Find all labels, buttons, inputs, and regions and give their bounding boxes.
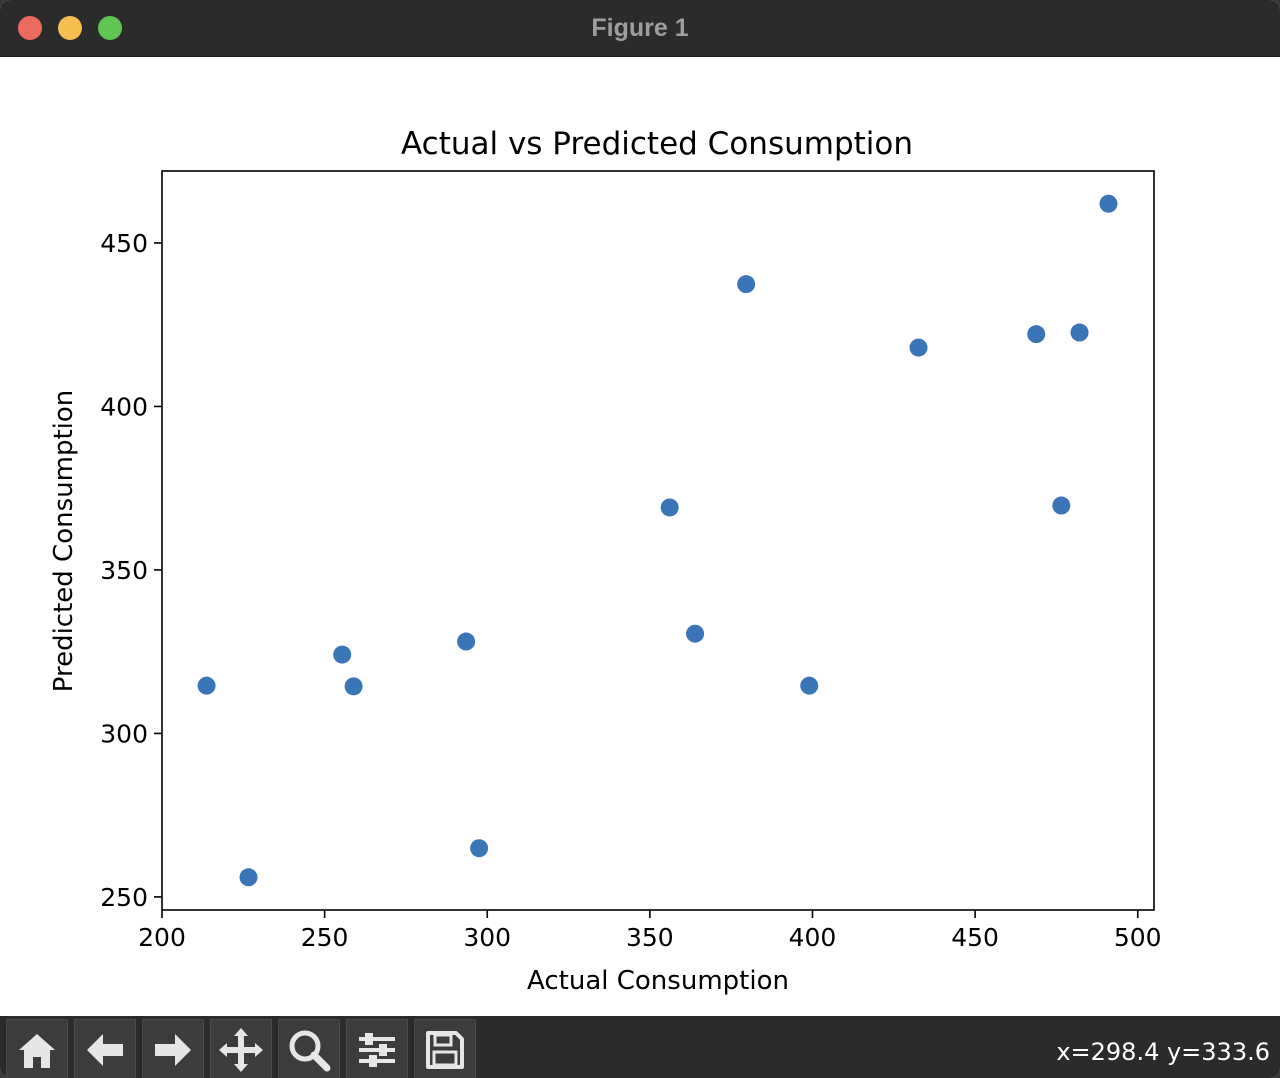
home-icon	[19, 1034, 55, 1068]
x-tick-label: 300	[463, 923, 511, 952]
minimize-window-button[interactable]	[58, 16, 82, 40]
y-tick-label: 450	[100, 229, 148, 258]
forward-button[interactable]	[142, 1019, 204, 1078]
x-tick-label: 400	[789, 923, 837, 952]
window-title: Figure 1	[591, 14, 689, 42]
scatter-point	[239, 868, 258, 887]
navigation-toolbar: x=298.4 y=333.6	[0, 1016, 1280, 1078]
scatter-point	[457, 632, 476, 651]
y-tick-label: 250	[100, 883, 148, 912]
home-button[interactable]	[6, 1019, 68, 1078]
x-tick-label: 250	[301, 923, 349, 952]
zoom-button[interactable]	[278, 1019, 340, 1078]
y-tick-label: 350	[100, 556, 148, 585]
floppy-disk-icon	[426, 1031, 464, 1069]
x-axis-label: Actual Consumption	[527, 966, 789, 996]
move-icon	[219, 1028, 263, 1072]
scatter-point	[1027, 325, 1046, 344]
scatter-point	[737, 275, 756, 294]
chart-title: Actual vs Predicted Consumption	[401, 126, 913, 162]
scatter-point	[1052, 496, 1071, 515]
x-tick-label: 200	[138, 923, 186, 952]
scatter-point	[470, 839, 489, 858]
scatter-point	[660, 498, 679, 517]
save-button[interactable]	[414, 1019, 476, 1078]
close-window-button[interactable]	[18, 16, 42, 40]
scatter-point	[686, 624, 705, 643]
x-tick-label: 350	[626, 923, 674, 952]
magnifier-icon	[289, 1030, 331, 1072]
data-points	[197, 194, 1118, 887]
arrow-right-icon	[155, 1034, 191, 1066]
scatter-point	[1070, 323, 1089, 342]
arrow-left-icon	[87, 1034, 123, 1066]
x-tick-label: 500	[1114, 923, 1162, 952]
y-axis-label: Predicted Consumption	[49, 390, 79, 693]
scatter-point	[800, 676, 819, 695]
scatter-point	[197, 676, 216, 695]
x-tick-label: 450	[951, 923, 999, 952]
scatter-point	[344, 677, 363, 696]
pan-button[interactable]	[210, 1019, 272, 1078]
scatter-point	[909, 338, 928, 357]
sliders-icon	[359, 1033, 395, 1067]
y-axis-ticks: 250 300 350 400 450	[100, 229, 162, 912]
scatter-point	[1099, 194, 1118, 213]
scatter-point	[333, 645, 352, 664]
maximize-window-button[interactable]	[98, 16, 122, 40]
cursor-coordinates: x=298.4 y=333.6	[1056, 1038, 1270, 1066]
back-button[interactable]	[74, 1019, 136, 1078]
scatter-plot: Actual vs Predicted Consumption 200 250 30…	[49, 126, 1162, 996]
x-axis-ticks: 200 250 300 350 400 450 500	[138, 910, 1162, 952]
y-tick-label: 300	[100, 719, 148, 748]
title-bar[interactable]: Figure 1	[0, 0, 1280, 57]
plot-frame	[161, 170, 1155, 911]
figure-canvas[interactable]: Actual vs Predicted Consumption 200 250 30…	[0, 57, 1280, 1016]
configure-subplots-button[interactable]	[346, 1019, 408, 1078]
y-tick-label: 400	[100, 392, 148, 421]
